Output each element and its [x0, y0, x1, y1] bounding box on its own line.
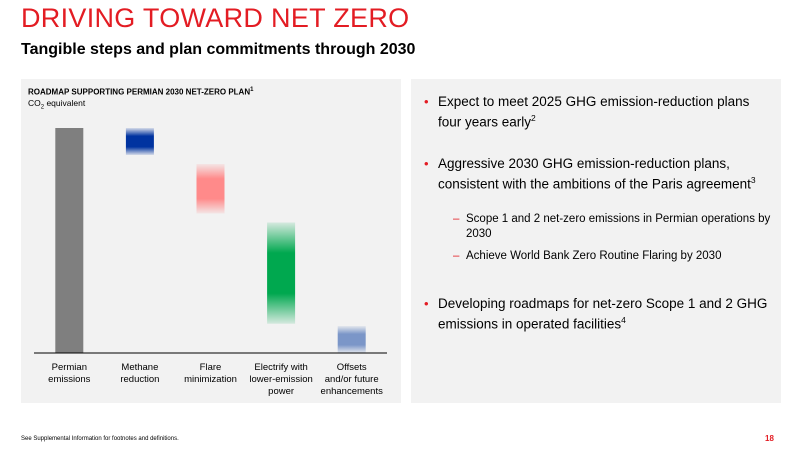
bullet-net-zero-roadmaps: • Developing roadmaps for net-zero Scope…	[424, 296, 768, 332]
category-label: lower-emission	[249, 374, 312, 385]
bar-2	[125, 128, 154, 155]
chart-unit: CO2 equivalent	[28, 98, 86, 111]
category-label: and/or future	[325, 374, 379, 385]
bar-5	[337, 326, 366, 353]
footnote: See Supplemental Information for footnot…	[21, 436, 179, 442]
category-label: Offsets	[337, 362, 367, 373]
bar-1	[55, 128, 84, 353]
category-label: emissions	[48, 374, 90, 385]
page-subtitle: Tangible steps and plan commitments thro…	[21, 41, 416, 58]
bullet-2030-plans: • Aggressive 2030 GHG emission-reduction…	[424, 156, 756, 192]
chart-title-footnote: 1	[250, 87, 254, 93]
bar-4	[267, 222, 296, 324]
subbullet-zero-flaring: – Achieve World Bank Zero Routine Flarin…	[453, 250, 722, 262]
bullet-marker: •	[424, 156, 429, 171]
chart-panel: Permian emissions Methane reduction Flare min…	[21, 79, 401, 403]
bullet-early-2025: • Expect to meet 2025 GHG emission-reduc…	[424, 94, 750, 130]
category-label: Flare	[200, 362, 222, 373]
commitments-panel: • Expect to meet 2025 GHG emission-reduc…	[411, 79, 781, 403]
chart-title: ROADMAP SUPPORTING PERMIAN 2030 NET-ZERO…	[28, 87, 254, 97]
category-label: enhancements	[321, 386, 384, 397]
page-number: 18	[765, 434, 774, 443]
page-title: DRIVING TOWARD NET ZERO	[21, 3, 410, 33]
bullet-marker: •	[424, 94, 429, 109]
category-label: minimization	[184, 374, 237, 385]
category-label: power	[268, 386, 294, 397]
category-label: Electrify with	[254, 362, 307, 373]
bullet-marker: •	[424, 296, 429, 311]
category-label: Methane	[121, 362, 158, 373]
category-label: reduction	[120, 374, 159, 385]
bar-3	[196, 164, 225, 214]
category-label: Permian	[52, 362, 87, 373]
subbullet-scope-net-zero: – Scope 1 and 2 net-zero emissions in Pe…	[453, 213, 771, 240]
